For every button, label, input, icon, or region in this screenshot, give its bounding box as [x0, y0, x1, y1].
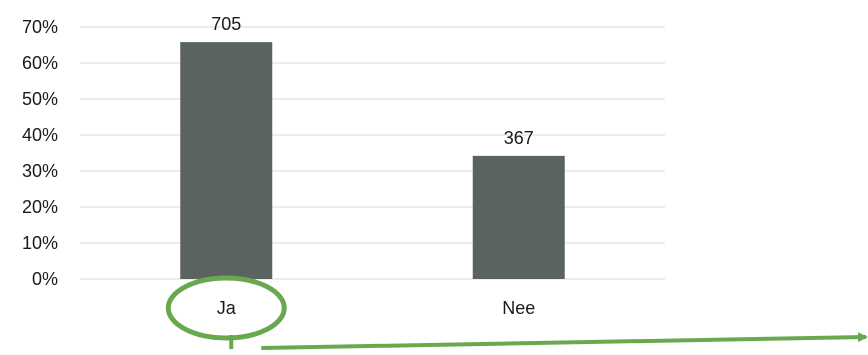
data-labels: 705 367	[211, 14, 534, 148]
y-tick-label: 20%	[22, 197, 58, 217]
bars	[180, 42, 565, 280]
y-tick-label: 50%	[22, 89, 58, 109]
y-tick-label: 40%	[22, 125, 58, 145]
y-tick-label: 0%	[32, 269, 58, 289]
category-label: Ja	[217, 298, 237, 318]
data-label: 705	[211, 14, 241, 34]
bar-ja	[180, 42, 273, 280]
gridlines	[80, 26, 665, 280]
y-axis-ticks: 0% 10% 20% 30% 40% 50% 60% 70%	[22, 17, 58, 289]
data-label: 367	[504, 128, 534, 148]
highlight-ellipse	[165, 275, 287, 341]
category-label: Nee	[502, 298, 535, 318]
y-tick-label: 70%	[22, 17, 58, 37]
y-tick-label: 10%	[22, 233, 58, 253]
y-tick-label: 60%	[22, 53, 58, 73]
highlight-arrow	[261, 332, 868, 350]
bar-nee	[472, 155, 565, 279]
highlight-annotation	[165, 275, 868, 350]
x-axis-categories: Ja Nee	[217, 298, 536, 318]
y-tick-label: 30%	[22, 161, 58, 181]
